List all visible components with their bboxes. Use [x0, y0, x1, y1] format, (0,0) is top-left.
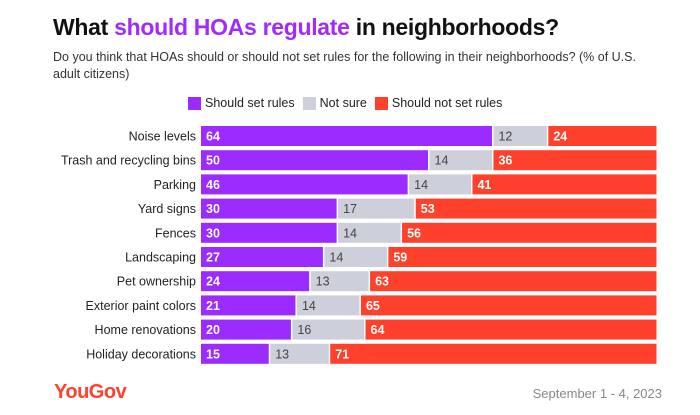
bar-segment — [201, 198, 337, 219]
category-label: Pet ownership — [117, 275, 196, 289]
bar-segment — [402, 222, 657, 243]
bar-segment — [493, 150, 657, 171]
bar-segment — [365, 319, 657, 340]
data-label: 64 — [371, 323, 385, 337]
data-label: 50 — [206, 154, 220, 168]
data-label: 41 — [477, 178, 491, 192]
bar-segment — [201, 150, 428, 171]
data-label: 24 — [553, 130, 567, 144]
legend-label: Should not set rules — [391, 96, 503, 110]
data-label: 17 — [343, 202, 357, 216]
data-label: 71 — [335, 347, 349, 361]
bar-segment — [548, 126, 657, 146]
title-part: What — [53, 14, 115, 40]
data-label: 24 — [206, 275, 220, 289]
data-label: 63 — [375, 275, 389, 289]
bar-segment — [201, 247, 323, 267]
bar-segment — [201, 343, 269, 364]
data-label: 36 — [498, 154, 512, 168]
bar-segment — [201, 222, 337, 243]
legend-item: Should not set rules — [374, 96, 503, 110]
category-label: Landscaping — [125, 251, 196, 265]
data-label: 56 — [407, 226, 421, 240]
data-label: 53 — [421, 202, 435, 216]
bar-segment — [310, 271, 369, 292]
bar-segment — [270, 343, 329, 364]
bar-segment — [201, 271, 310, 292]
data-label: 59 — [393, 251, 407, 265]
bar-segment — [360, 295, 657, 316]
survey-date: September 1 - 4, 2023 — [532, 386, 662, 401]
bar-segment — [370, 271, 657, 292]
bar-segment — [330, 343, 657, 364]
data-label: 64 — [206, 130, 220, 144]
data-label: 14 — [329, 251, 343, 265]
chart-subtitle: Do you think that HOAs should or should … — [53, 50, 636, 81]
bar-segment — [338, 222, 401, 243]
category-label: Fences — [155, 226, 196, 240]
bar-segment — [472, 174, 657, 195]
title-highlight: should HOAs regulate — [114, 14, 350, 40]
category-label: Yard signs — [138, 202, 196, 216]
bar-segment — [415, 198, 657, 219]
bar-segment — [388, 247, 657, 267]
bar-segment — [296, 295, 360, 316]
bar-segment — [201, 126, 492, 146]
category-label: Noise levels — [129, 130, 196, 144]
data-label: 20 — [206, 323, 220, 337]
data-label: 46 — [206, 178, 220, 192]
data-label: 13 — [275, 347, 289, 361]
category-label: Home renovations — [95, 323, 196, 337]
chart-title: What should HOAs regulate in neighborhoo… — [53, 14, 559, 41]
data-label: 13 — [316, 275, 330, 289]
yougov-logo: YouGov — [54, 381, 127, 403]
category-label: Parking — [154, 178, 196, 192]
legend-label: Should set rules — [205, 96, 295, 110]
data-label: 14 — [343, 226, 357, 240]
legend-item: Should set rules — [188, 96, 295, 110]
bar-segment — [429, 150, 492, 171]
legend-label: Not sure — [319, 96, 367, 110]
data-label: 16 — [297, 323, 311, 337]
bar-segment — [201, 295, 296, 316]
legend: Should set rules Not sure Should not set r… — [188, 96, 502, 110]
legend-item: Not sure — [302, 96, 367, 110]
bar-segment — [409, 174, 471, 195]
data-label: 65 — [366, 299, 380, 313]
data-label: 14 — [302, 299, 316, 313]
data-label: 21 — [206, 299, 220, 313]
data-label: 27 — [206, 251, 220, 265]
data-label: 14 — [414, 178, 428, 192]
data-label: 15 — [206, 347, 220, 361]
bar-segment — [338, 198, 415, 219]
data-label: 12 — [498, 130, 512, 144]
data-label: 14 — [435, 154, 449, 168]
legend-swatch — [302, 96, 316, 110]
legend-swatch — [188, 96, 201, 110]
bar-segment — [493, 126, 547, 146]
title-part: in neighborhoods? — [349, 14, 559, 40]
bar-segment — [324, 247, 387, 267]
bar-segment — [201, 319, 291, 340]
category-label: Exterior paint colors — [86, 299, 196, 313]
data-label: 30 — [206, 226, 220, 240]
bar-segment — [201, 174, 408, 195]
category-label: Holiday decorations — [86, 347, 196, 361]
legend-swatch — [374, 96, 388, 110]
bar-segment — [292, 319, 365, 340]
category-label: Trash and recycling bins — [61, 154, 196, 168]
data-label: 30 — [206, 202, 220, 216]
